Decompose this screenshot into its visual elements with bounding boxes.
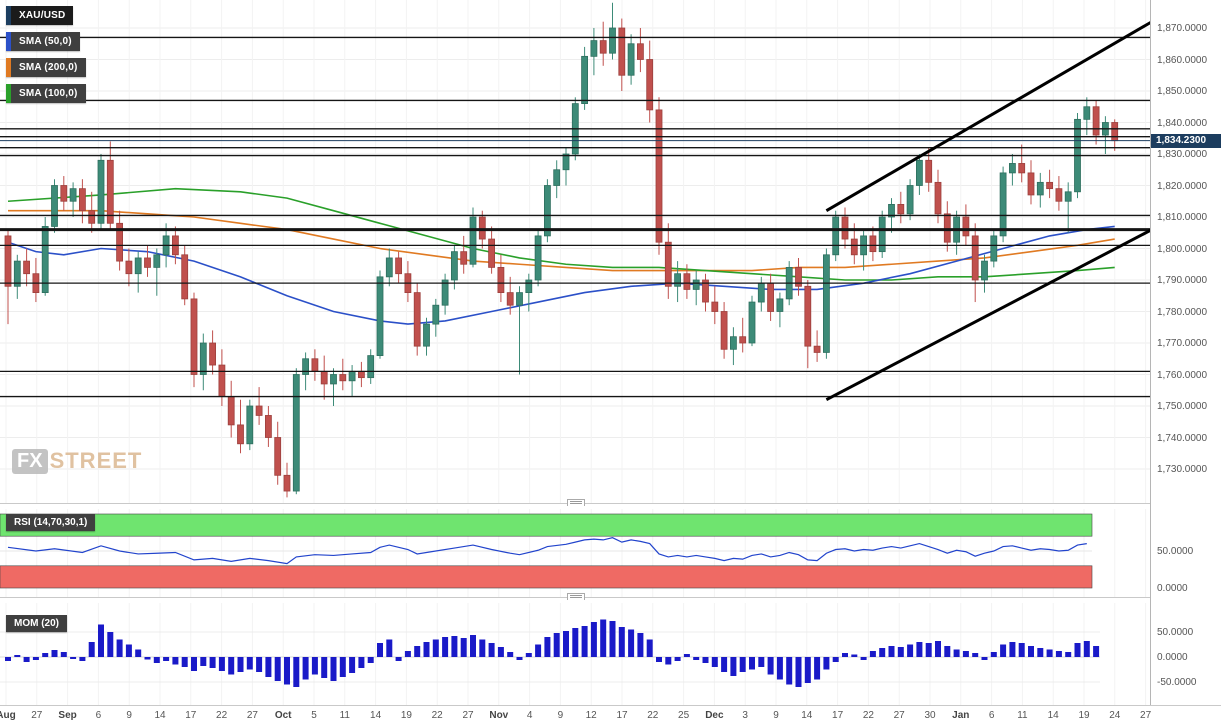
price-axis-label: 1,870.0000 xyxy=(1157,23,1208,34)
momentum-chart-canvas[interactable] xyxy=(0,603,1150,705)
sma200-legend-label: SMA (200,0) xyxy=(11,58,86,77)
time-axis-label: Jan xyxy=(952,710,970,721)
rsi-oversold-band xyxy=(0,565,1093,589)
time-axis-label: 22 xyxy=(216,710,228,721)
time-axis-label: 11 xyxy=(339,710,350,721)
splitter-grip-icon[interactable] xyxy=(567,593,585,600)
rsi-line xyxy=(7,537,1087,565)
time-axis-label: 17 xyxy=(832,710,844,721)
price-axis-label: 1,820.0000 xyxy=(1157,180,1208,192)
last-price-tag: 1,834.2300 xyxy=(1151,133,1221,148)
sma50-color-chip xyxy=(6,32,11,51)
time-axis-label: 27 xyxy=(246,710,258,721)
momentum-indicator-label[interactable]: MOM (20) xyxy=(6,615,67,632)
price-axis-label: 1,800.0000 xyxy=(1157,243,1208,255)
symbol-color-chip xyxy=(6,6,11,25)
time-axis-label: 9 xyxy=(773,710,779,721)
fxstreet-logo-fx: FX xyxy=(12,448,48,474)
time-axis-label: Nov xyxy=(489,710,509,721)
time-axis-label: 11 xyxy=(1017,710,1028,721)
time-axis-label: 14 xyxy=(370,710,382,721)
rsi-axis-label: 50.0000 xyxy=(1157,546,1194,557)
support-resistance-lines xyxy=(0,36,1150,398)
legend: XAU/USD SMA (50,0) SMA (200,0) SMA (100,… xyxy=(6,6,86,110)
splitter-grip-icon[interactable] xyxy=(567,499,585,506)
momentum-bars xyxy=(5,619,1100,687)
sma200-line xyxy=(8,209,1115,272)
time-axis-label: 17 xyxy=(185,710,197,721)
price-axis-label: 1,860.0000 xyxy=(1157,54,1208,66)
price-axis-label: 1,760.0000 xyxy=(1157,369,1208,381)
sma100-legend-label: SMA (100,0) xyxy=(11,84,86,103)
fxstreet-logo-street: STREET xyxy=(49,448,143,473)
price-axis-label: 1,730.0000 xyxy=(1157,464,1208,475)
time-axis-label: 6 xyxy=(95,710,102,721)
candles-layer xyxy=(4,2,1119,498)
symbol-legend[interactable]: XAU/USD xyxy=(6,6,74,25)
sma200-legend[interactable]: SMA (200,0) xyxy=(6,58,86,77)
time-axis-label: 22 xyxy=(431,710,443,721)
price-axis-label: 1,840.0000 xyxy=(1157,117,1208,129)
price-pane[interactable]: XAU/USD SMA (50,0) SMA (200,0) SMA (100,… xyxy=(0,0,1150,503)
price-axis-label: 1,770.0000 xyxy=(1157,338,1208,349)
time-axis-label: 14 xyxy=(1047,710,1059,721)
rsi-overbought-band xyxy=(0,513,1093,537)
time-axis-label: 27 xyxy=(1140,710,1152,721)
time-axis-label: 9 xyxy=(557,710,564,721)
price-axis-label: 1,790.0000 xyxy=(1157,275,1208,286)
price-axis-label: 1,810.0000 xyxy=(1157,212,1208,223)
price-axis-label: 1,780.0000 xyxy=(1157,306,1208,318)
pane-splitter-mom[interactable] xyxy=(0,593,1221,604)
time-axis-label: 19 xyxy=(1078,710,1090,721)
price-axis-label: 1,750.0000 xyxy=(1157,401,1208,412)
time-axis-label: 27 xyxy=(31,710,43,721)
momentum-pane[interactable]: MOM (20) xyxy=(0,603,1150,705)
momentum-axis-label: 0.0000 xyxy=(1157,652,1188,663)
time-axis-label: 14 xyxy=(801,710,813,721)
time-axis-label: 3 xyxy=(742,710,748,721)
rsi-pane[interactable]: RSI (14,70,30,1) xyxy=(0,509,1150,597)
sma100-line xyxy=(7,187,1115,281)
time-axis-label: 30 xyxy=(924,710,936,721)
price-axis[interactable]: 1,834.2300 1,870.0000 1,860.0000 1,850.000… xyxy=(1150,0,1221,705)
sma100-legend[interactable]: SMA (100,0) xyxy=(6,84,86,103)
time-axis-label: Oct xyxy=(274,710,292,721)
price-axis-label: 1,830.0000 xyxy=(1157,149,1208,160)
time-axis-label: 22 xyxy=(862,710,874,721)
time-axis-label: 17 xyxy=(616,710,628,721)
price-chart-canvas[interactable] xyxy=(0,0,1150,503)
sma50-legend-label: SMA (50,0) xyxy=(11,32,80,51)
time-axis-label: 12 xyxy=(585,710,597,721)
time-axis-label: 6 xyxy=(988,710,995,721)
fxstreet-logo: FX STREET xyxy=(12,448,142,474)
pane-splitter-rsi[interactable] xyxy=(0,499,1221,510)
time-axis-label: 9 xyxy=(126,710,132,721)
time-axis-label: 27 xyxy=(893,710,905,721)
time-axis-label: 25 xyxy=(678,710,690,721)
sma50-legend[interactable]: SMA (50,0) xyxy=(6,32,80,51)
momentum-axis-label: 50.0000 xyxy=(1157,627,1194,638)
time-axis-label: Sep xyxy=(58,710,77,721)
time-axis-label: 19 xyxy=(400,710,412,721)
price-axis-label: 1,850.0000 xyxy=(1157,86,1208,97)
time-axis-label: 27 xyxy=(462,710,474,721)
time-axis-label: 5 xyxy=(311,710,317,721)
rsi-indicator-label[interactable]: RSI (14,70,30,1) xyxy=(6,514,96,531)
time-axis-label: 24 xyxy=(1109,710,1121,721)
time-axis[interactable]: Aug 27 Sep 6 9 14 17 22 27 Oct 5 11 14 19 22 27 Nov 4 9 12 1… xyxy=(0,705,1221,726)
rsi-axis-label: 0.0000 xyxy=(1157,583,1188,594)
sma100-color-chip xyxy=(6,84,11,103)
time-axis-label: 22 xyxy=(647,710,659,721)
time-axis-label: Dec xyxy=(705,710,724,721)
time-axis-label: 14 xyxy=(154,710,166,721)
price-axis-label: 1,740.0000 xyxy=(1157,432,1208,444)
symbol-legend-label: XAU/USD xyxy=(11,6,74,25)
sma200-color-chip xyxy=(6,58,11,77)
time-axis-label: Aug xyxy=(0,710,16,721)
momentum-axis-label: -50.0000 xyxy=(1157,677,1197,688)
time-axis-label: 4 xyxy=(526,710,533,721)
rsi-chart-canvas[interactable] xyxy=(0,509,1150,597)
trend-channel-lines xyxy=(825,21,1150,402)
